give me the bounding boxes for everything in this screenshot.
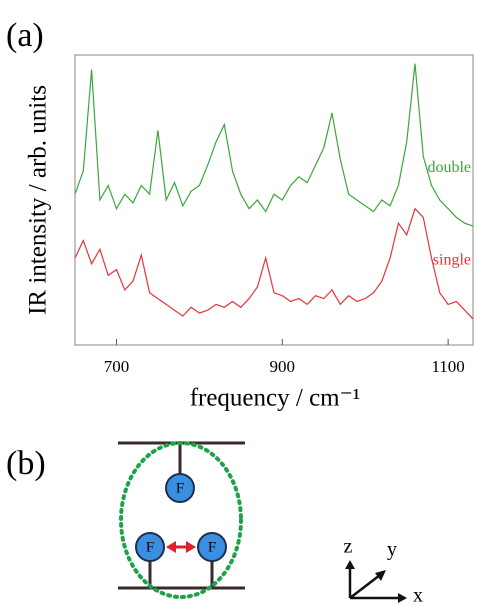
y-axis-label: IR intensity / arb. units — [25, 85, 52, 315]
plot-frame — [74, 54, 474, 346]
axis-name: z — [344, 536, 353, 558]
axis-name: y — [387, 539, 397, 561]
dotted-ellipse — [119, 441, 243, 599]
atom-label: F — [208, 539, 216, 555]
atom — [165, 473, 195, 503]
atom — [197, 532, 227, 562]
x-tick-label: 700 — [104, 357, 130, 376]
axis-name: x — [413, 585, 423, 606]
atom — [135, 532, 165, 562]
arrow — [166, 541, 196, 553]
x-tick-label: 1100 — [431, 357, 464, 376]
series-label: single — [433, 252, 471, 269]
series-line — [74, 207, 474, 320]
atom-label: F — [146, 539, 154, 555]
series-label: double — [427, 159, 471, 176]
series-line — [74, 63, 474, 227]
coordinate-axes — [345, 560, 407, 603]
panel-label: (a) — [6, 17, 44, 54]
x-tick-label: 900 — [270, 357, 296, 376]
x-axis-label: frequency / cm⁻¹ — [190, 385, 361, 412]
panel-label-b: (b) — [6, 445, 46, 482]
atom-label: F — [176, 480, 184, 496]
